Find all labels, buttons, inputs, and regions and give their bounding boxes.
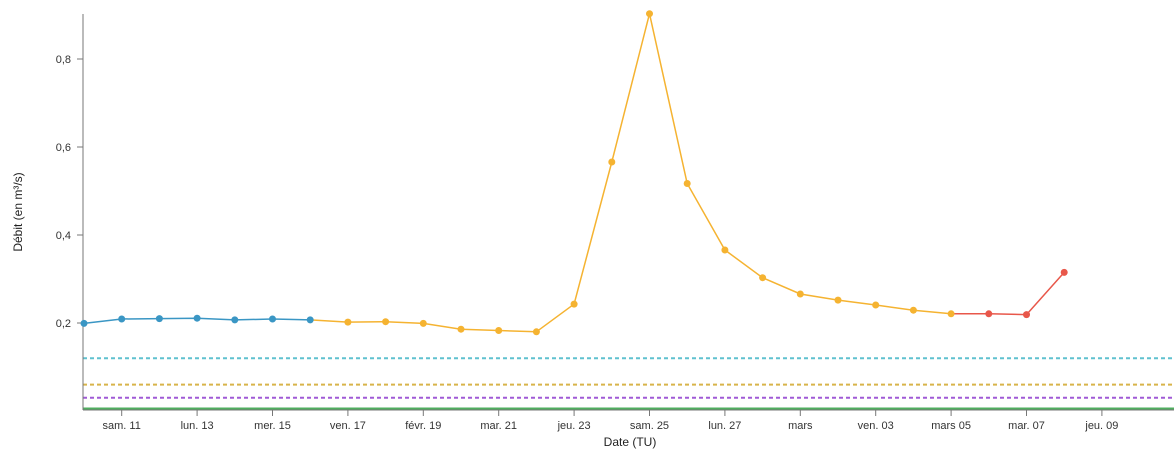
series-line [951, 271, 1065, 316]
data-point[interactable] [1023, 311, 1030, 319]
data-point[interactable] [80, 319, 88, 327]
data-point[interactable] [419, 319, 427, 327]
data-point[interactable] [947, 310, 955, 318]
data-point[interactable] [759, 274, 767, 282]
data-points [80, 10, 1068, 336]
data-point[interactable] [872, 301, 880, 309]
x-tick-label: sam. 25 [630, 420, 669, 432]
data-point[interactable] [306, 316, 314, 324]
y-axis-ticks: 0,2 0,4 0,6 0,8 [56, 54, 83, 330]
x-tick-label: jeu. 23 [557, 420, 591, 432]
data-point[interactable] [532, 328, 540, 336]
y-tick-label: 0,2 [56, 318, 71, 330]
data-point[interactable] [570, 300, 578, 308]
x-tick-label: sam. 11 [103, 420, 141, 432]
series-lines [83, 13, 1065, 333]
data-point[interactable] [382, 318, 390, 326]
x-tick-label: mar. 21 [480, 420, 517, 432]
data-point[interactable] [118, 315, 126, 323]
y-axis-title: Débit (en m³/s) [11, 172, 25, 251]
data-point[interactable] [231, 316, 239, 324]
series-line [310, 13, 952, 333]
x-tick-label: mars 05 [931, 420, 971, 432]
data-point[interactable] [608, 158, 616, 166]
y-tick-label: 0,8 [56, 54, 71, 66]
x-tick-label: lun. 27 [708, 420, 741, 432]
x-tick-label: ven. 03 [858, 420, 894, 432]
data-point[interactable] [155, 315, 163, 323]
data-point[interactable] [193, 314, 201, 322]
data-point[interactable] [1060, 268, 1068, 276]
y-tick-label: 0,6 [56, 142, 71, 154]
data-point[interactable] [269, 315, 276, 323]
data-point[interactable] [646, 10, 653, 18]
x-tick-label: mer. 15 [254, 420, 291, 432]
x-tick-label: jeu. 09 [1084, 420, 1118, 432]
data-point[interactable] [495, 327, 503, 334]
x-axis-title: Date (TU) [604, 435, 657, 449]
data-point[interactable] [344, 318, 352, 326]
y-tick-label: 0,4 [56, 230, 71, 242]
data-point[interactable] [909, 306, 917, 314]
x-tick-label: mar. 07 [1008, 420, 1045, 432]
data-point[interactable] [796, 290, 804, 298]
threshold-lines [83, 357, 1174, 411]
data-point[interactable] [457, 325, 465, 333]
x-axis-ticks: sam. 11 lun. 13 mer. 15 ven. 17 févr. 19 mar.… [103, 410, 1118, 432]
data-point[interactable] [834, 296, 842, 304]
x-tick-label: mars [788, 420, 813, 432]
x-tick-label: lun. 13 [181, 420, 214, 432]
x-tick-label: févr. 19 [405, 420, 441, 432]
data-point[interactable] [683, 180, 691, 187]
data-point[interactable] [721, 246, 729, 254]
data-point[interactable] [985, 310, 993, 318]
x-tick-label: ven. 17 [330, 420, 366, 432]
